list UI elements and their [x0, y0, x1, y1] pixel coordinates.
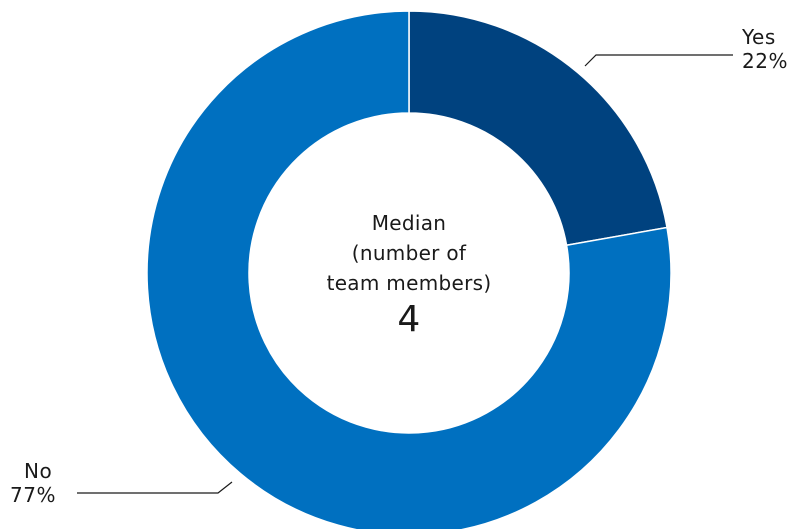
center-line-3: team members) — [326, 271, 492, 295]
slice-yes — [408, 10, 668, 247]
center-line-2: (number of — [351, 241, 467, 265]
center-line-1: Median — [371, 211, 447, 235]
center-summary: Median (number of team members) 4 — [309, 208, 509, 340]
slice-label-no-name: No — [24, 459, 53, 483]
leader-line-no — [77, 481, 233, 494]
slice-label-yes-name: Yes — [742, 25, 776, 49]
slice-label-no-value: 77% — [10, 483, 56, 507]
center-median-value: 4 — [397, 299, 421, 340]
leader-lines — [77, 54, 733, 494]
slice-no — [146, 10, 672, 529]
leader-line-yes — [584, 54, 733, 67]
slice-label-no: No 77% — [10, 459, 56, 507]
slice-label-yes-value: 22% — [742, 49, 788, 73]
slice-label-yes: Yes 22% — [742, 25, 788, 73]
slices — [146, 10, 672, 529]
